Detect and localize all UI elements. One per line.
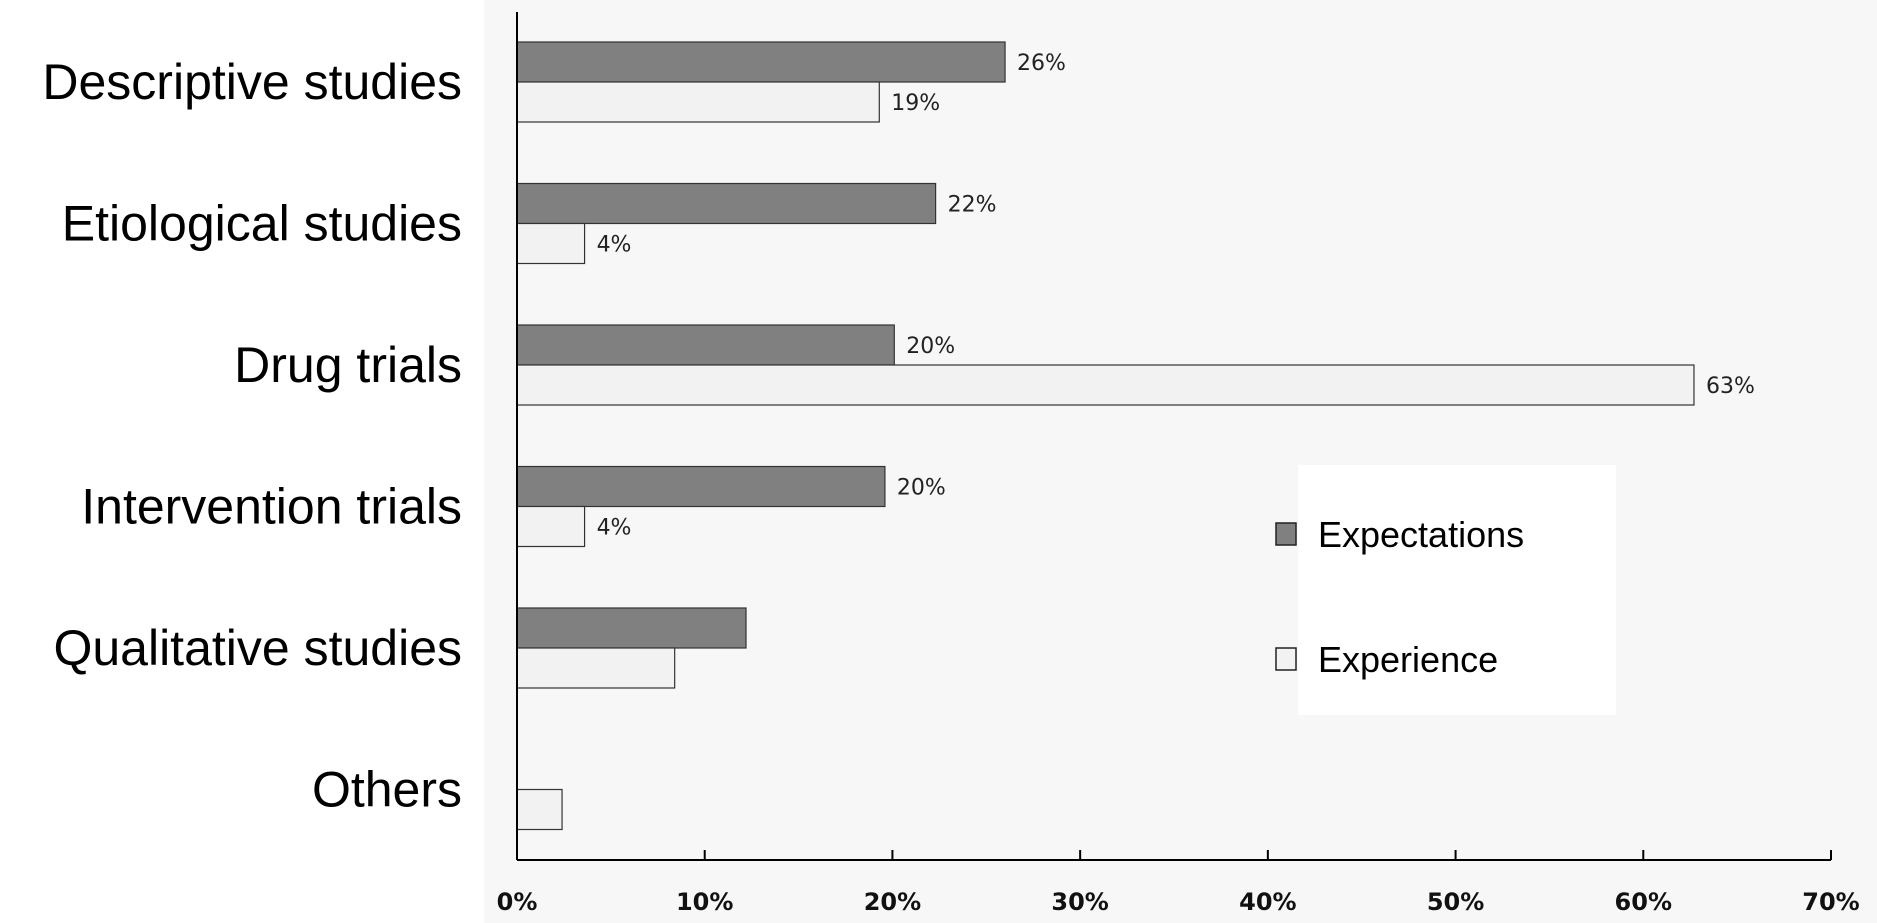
bars bbox=[516, 41, 1695, 831]
category-label-4: Qualitative studies bbox=[53, 620, 462, 676]
legend-swatch-expectations bbox=[1275, 522, 1297, 546]
legend-label-expectations: Expectations bbox=[1318, 514, 1524, 555]
data-label-experience-3: 4% bbox=[597, 516, 632, 541]
data-label-experience-2: 63% bbox=[1706, 374, 1755, 399]
x-tick-label-1: 10% bbox=[676, 888, 733, 916]
legend-swatch-experience bbox=[1275, 647, 1297, 671]
x-tick-label-7: 70% bbox=[1802, 888, 1859, 916]
bar-expectations-4 bbox=[516, 607, 747, 649]
bar-expectations-3 bbox=[516, 465, 886, 508]
data-label-expectations-0: 26% bbox=[1017, 51, 1066, 76]
data-labels: 26% 19% 22% 4% 20% 63% 20% 4% bbox=[597, 51, 1755, 541]
data-label-expectations-3: 20% bbox=[897, 476, 946, 501]
bar-experience-0 bbox=[516, 81, 880, 123]
legend-box bbox=[1298, 465, 1616, 715]
legend: Expectations Experience bbox=[1275, 465, 1616, 715]
category-label-5: Others bbox=[312, 762, 462, 818]
plot-background bbox=[484, 0, 1877, 923]
data-label-experience-0: 19% bbox=[891, 91, 940, 116]
category-label-2: Drug trials bbox=[234, 337, 462, 393]
bar-expectations-2 bbox=[516, 324, 895, 366]
x-tick-label-4: 40% bbox=[1239, 888, 1296, 916]
data-label-expectations-2: 20% bbox=[906, 334, 955, 359]
category-label-0: Descriptive studies bbox=[42, 54, 462, 110]
bar-experience-4 bbox=[516, 647, 676, 689]
category-label-3: Intervention trials bbox=[81, 479, 462, 535]
bar-experience-3 bbox=[516, 505, 586, 548]
axes: 0% 10% 20% 30% 40% 50% 60% 70% bbox=[497, 12, 1860, 916]
x-tick-label-5: 50% bbox=[1427, 888, 1484, 916]
data-label-experience-1: 4% bbox=[597, 233, 632, 258]
bar-expectations-0 bbox=[516, 41, 1006, 83]
x-tick-label-3: 30% bbox=[1051, 888, 1108, 916]
bar-expectations-1 bbox=[516, 182, 937, 225]
x-tick-label-6: 60% bbox=[1615, 888, 1672, 916]
category-label-1: Etiological studies bbox=[62, 196, 462, 252]
x-tick-label-0: 0% bbox=[497, 888, 538, 916]
legend-label-experience: Experience bbox=[1318, 639, 1498, 680]
x-tick-label-2: 20% bbox=[864, 888, 921, 916]
category-labels: Descriptive studies Etiological studies Dr… bbox=[42, 54, 462, 818]
data-label-expectations-1: 22% bbox=[948, 193, 997, 218]
bar-experience-2 bbox=[516, 364, 1695, 406]
bar-experience-5 bbox=[516, 788, 563, 831]
bar-experience-1 bbox=[516, 222, 586, 265]
